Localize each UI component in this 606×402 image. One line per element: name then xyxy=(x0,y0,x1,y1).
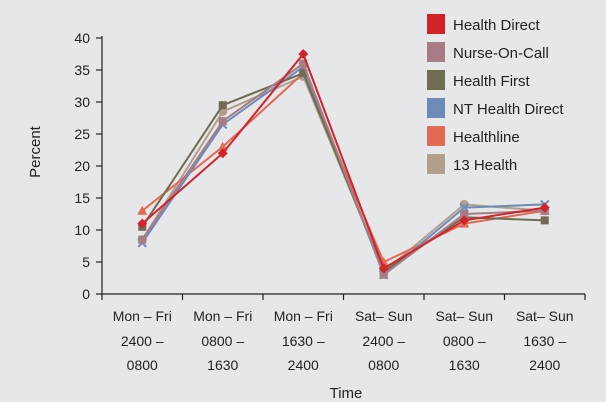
data-point xyxy=(137,205,148,215)
data-point xyxy=(137,218,148,229)
x-tick-label: Sat– Sun xyxy=(435,308,493,324)
x-tick-label: 1630 – xyxy=(282,333,325,349)
data-point xyxy=(460,210,469,218)
series-line xyxy=(141,52,545,270)
x-tick-label: Mon – Fri xyxy=(113,308,172,324)
legend-item: 13 Health xyxy=(427,154,517,174)
y-tick-label: 0 xyxy=(82,286,90,302)
legend-item: Healthline xyxy=(427,126,520,146)
legend-swatch xyxy=(427,98,445,118)
x-tick-label: Sat– Sun xyxy=(355,308,413,324)
y-tick-label: 5 xyxy=(82,254,90,270)
y-tick-label: 30 xyxy=(74,94,90,110)
data-point xyxy=(218,101,227,110)
y-tick-label: 25 xyxy=(74,126,90,142)
data-point xyxy=(218,117,227,126)
legend-label: NT Health Direct xyxy=(453,101,564,118)
y-tick-label: 35 xyxy=(74,62,90,78)
x-tick-label: 0800 – xyxy=(443,333,486,349)
y-tick-label: 15 xyxy=(74,190,90,206)
legend-item: Health First xyxy=(427,70,531,90)
x-tick-label: Mon – Fri xyxy=(274,308,333,324)
series-line xyxy=(141,62,545,277)
y-axis-label: Percent xyxy=(27,125,44,178)
data-point xyxy=(539,202,550,213)
x-tick-label: Mon – Fri xyxy=(193,308,252,324)
x-tick-label: 1630 xyxy=(449,357,480,373)
x-tick-label: 2400 xyxy=(529,357,560,373)
x-tick-label: 2400 – xyxy=(362,333,405,349)
x-tick-label: 2400 – xyxy=(121,333,164,349)
legend-swatch xyxy=(427,126,445,146)
x-tick-label: 0800 – xyxy=(201,333,244,349)
legend-swatch xyxy=(427,70,445,90)
x-axis-label: Time xyxy=(330,385,363,402)
legend-label: Nurse-On-Call xyxy=(453,45,549,62)
data-point xyxy=(299,59,308,68)
series-health-direct xyxy=(137,49,550,274)
x-tick-label: Sat– Sun xyxy=(516,308,574,324)
legend-swatch xyxy=(427,14,445,34)
legend-item: Health Direct xyxy=(427,14,541,34)
legend-label: Health First xyxy=(453,73,531,90)
y-tick-label: 20 xyxy=(74,158,90,174)
x-axis-ticks: Mon – Fri 2400 – 0800 Mon – Fri 0800 – 1630 Mo… xyxy=(101,294,586,373)
legend-label: Health Direct xyxy=(453,17,541,34)
legend: Health Direct Nurse-On-Call Health First NT… xyxy=(427,14,564,174)
data-point xyxy=(459,215,470,226)
legend-item: NT Health Direct xyxy=(427,98,564,118)
x-tick-label: 1630 – xyxy=(523,333,566,349)
legend-swatch xyxy=(427,154,445,174)
x-tick-label: 2400 xyxy=(288,357,319,373)
legend-label: 13 Health xyxy=(453,157,517,174)
data-point xyxy=(299,69,308,78)
data-point xyxy=(298,49,309,59)
y-tick-label: 10 xyxy=(74,222,90,238)
y-tick-label: 40 xyxy=(74,30,90,46)
legend-swatch xyxy=(427,42,445,62)
legend-label: Healthline xyxy=(453,129,520,146)
x-tick-label: 0800 xyxy=(368,357,399,373)
y-axis-ticks: 0 5 10 15 20 25 30 35 40 xyxy=(74,30,102,302)
legend-item: Nurse-On-Call xyxy=(427,42,549,62)
series-layer xyxy=(137,49,550,280)
x-tick-label: 0800 xyxy=(127,357,158,373)
data-point xyxy=(138,235,147,244)
data-point xyxy=(379,270,388,279)
data-point xyxy=(217,148,228,159)
x-tick-label: 1630 xyxy=(207,357,238,373)
data-point xyxy=(540,216,549,225)
data-point xyxy=(378,263,389,274)
